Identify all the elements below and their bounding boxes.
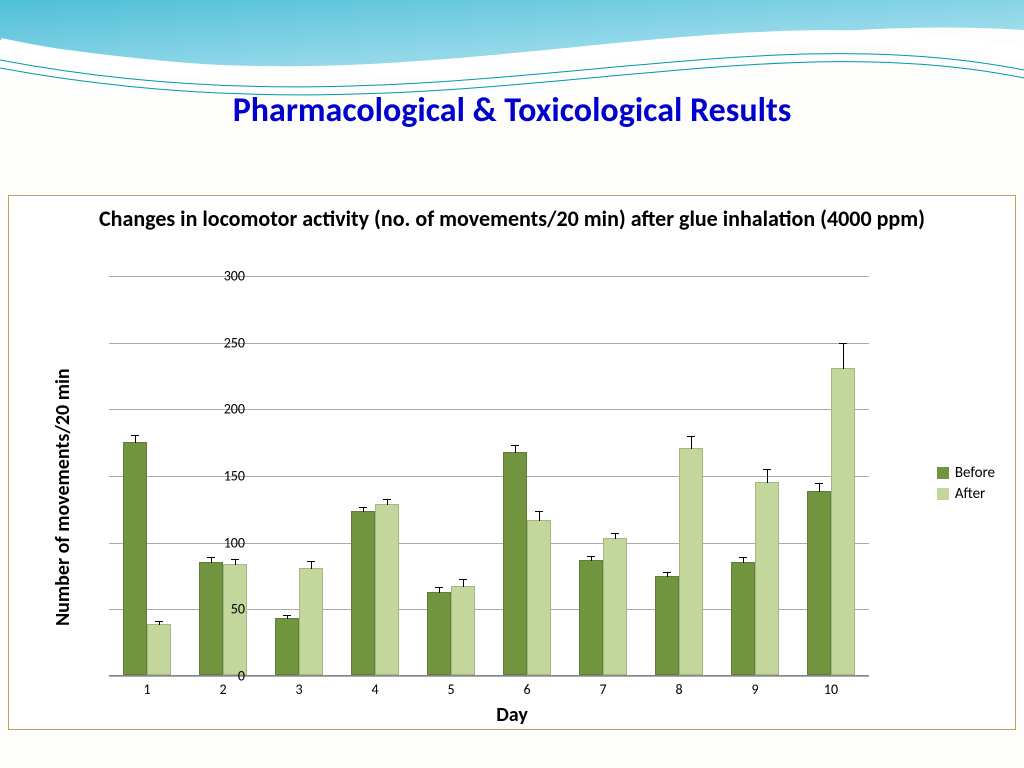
bar-after	[147, 624, 171, 675]
error-cap	[511, 445, 519, 446]
y-tick: 200	[205, 401, 245, 418]
bar-after	[831, 368, 855, 675]
bar-before	[351, 511, 375, 675]
error-cap	[687, 436, 695, 437]
error-bar	[691, 436, 692, 449]
error-cap	[611, 533, 619, 534]
bar-before	[655, 576, 679, 675]
error-cap	[307, 561, 315, 562]
error-cap	[283, 615, 291, 616]
y-tick: 300	[205, 268, 245, 285]
bar-before	[731, 562, 755, 675]
error-cap	[155, 621, 163, 622]
chart-container: Changes in locomotor activity (no. of mo…	[8, 195, 1016, 730]
bar-after	[679, 448, 703, 675]
x-tick: 7	[599, 681, 606, 698]
legend-swatch	[937, 488, 949, 500]
bar-before	[123, 442, 147, 675]
error-bar	[767, 469, 768, 482]
error-bar	[819, 483, 820, 492]
bar-after	[755, 482, 779, 675]
bar-before	[503, 452, 527, 675]
error-cap	[535, 511, 543, 512]
bar-after	[527, 520, 551, 675]
y-tick: 50	[205, 601, 245, 618]
bar-before	[275, 618, 299, 675]
x-tick: 5	[447, 681, 454, 698]
legend-label: After	[955, 485, 985, 503]
y-tick: 100	[205, 534, 245, 551]
legend-item: Before	[937, 464, 995, 482]
bar-after	[451, 586, 475, 675]
x-tick: 3	[295, 681, 302, 698]
bar-before	[199, 562, 223, 675]
error-cap	[359, 507, 367, 508]
error-cap	[131, 435, 139, 436]
bar-before	[427, 592, 451, 675]
bar-after	[299, 568, 323, 675]
error-cap	[739, 557, 747, 558]
y-tick: 250	[205, 334, 245, 351]
bar-after	[603, 538, 627, 675]
chart-title: Changes in locomotor activity (no. of mo…	[9, 196, 1015, 235]
x-axis-label: Day	[9, 703, 1015, 727]
x-tick: 8	[675, 681, 682, 698]
error-bar	[515, 445, 516, 453]
legend-swatch	[937, 467, 949, 479]
x-tick: 4	[371, 681, 378, 698]
error-cap	[231, 559, 239, 560]
error-cap	[587, 556, 595, 557]
bar-after	[375, 504, 399, 675]
bar-before	[579, 560, 603, 675]
legend-item: After	[937, 485, 995, 503]
error-bar	[463, 579, 464, 587]
error-bar	[843, 343, 844, 370]
error-cap	[459, 579, 467, 580]
x-tick: 9	[751, 681, 758, 698]
error-cap	[435, 587, 443, 588]
error-cap	[663, 572, 671, 573]
error-cap	[383, 499, 391, 500]
bar-after	[223, 564, 247, 675]
slide-title: Pharmacological & Toxicological Results	[0, 0, 1024, 133]
y-tick: 150	[205, 468, 245, 485]
error-bar	[135, 435, 136, 443]
y-axis-label: Number of movements/20 min	[51, 368, 75, 626]
error-bar	[311, 561, 312, 569]
error-cap	[815, 483, 823, 484]
error-cap	[207, 557, 215, 558]
y-tick: 0	[205, 668, 245, 685]
x-tick: 10	[824, 681, 838, 698]
bar-before	[807, 491, 831, 675]
x-tick: 6	[523, 681, 530, 698]
legend-label: Before	[955, 464, 995, 482]
error-bar	[539, 511, 540, 522]
legend: Before After	[937, 461, 995, 506]
x-tick: 1	[143, 681, 150, 698]
error-cap	[763, 469, 771, 470]
error-cap	[839, 343, 847, 344]
